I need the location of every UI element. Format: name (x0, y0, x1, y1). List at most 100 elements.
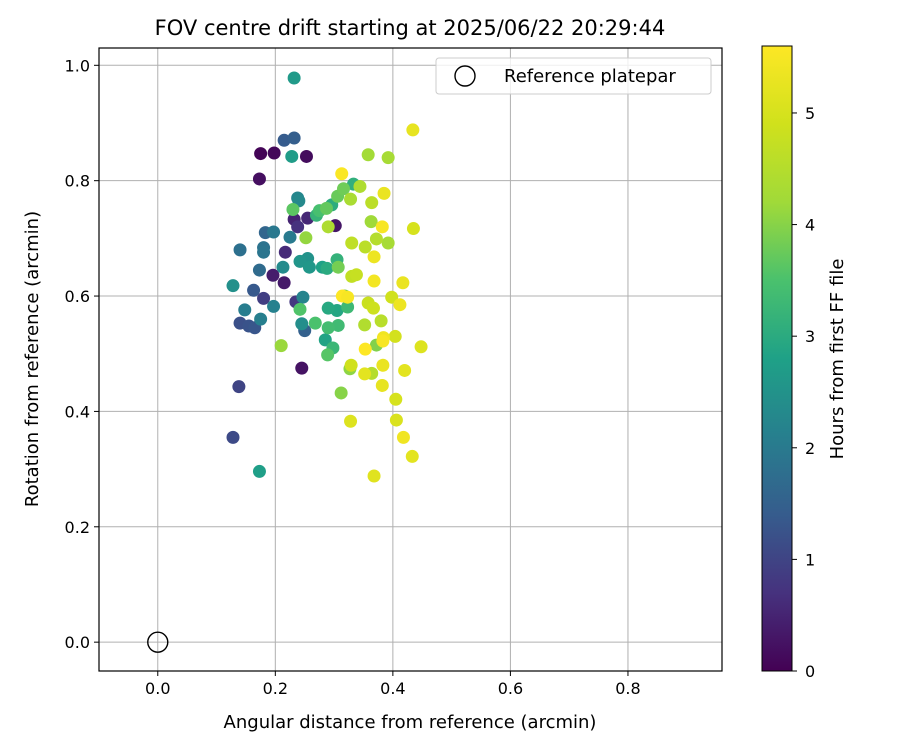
data-point (367, 250, 381, 264)
data-point (266, 268, 280, 282)
y-axis-ticks: 0.0 0.2 0.4 0.6 0.8 1.0 (65, 56, 99, 652)
data-point (375, 378, 389, 392)
y-tick-label: 1.0 (65, 56, 90, 75)
data-point (361, 148, 375, 162)
data-point (385, 290, 399, 304)
data-point (341, 300, 355, 314)
colorbar-tick-label: 0 (805, 662, 815, 681)
data-point (274, 339, 288, 353)
data-point (252, 263, 266, 277)
data-point (295, 317, 309, 331)
data-point (345, 236, 359, 250)
data-point (226, 430, 240, 444)
data-point (319, 201, 333, 215)
data-point (277, 133, 291, 147)
data-point (381, 236, 395, 250)
data-point (414, 340, 428, 354)
data-point (405, 449, 419, 463)
data-point (276, 260, 290, 274)
y-tick-label: 0.8 (65, 172, 90, 191)
data-point (299, 231, 313, 245)
data-point (353, 179, 367, 193)
data-point (358, 240, 372, 254)
data-point (293, 254, 307, 268)
data-point (321, 321, 335, 335)
x-tick-label: 0.0 (145, 679, 170, 698)
data-point (257, 245, 271, 259)
x-axis-ticks: 0.0 0.2 0.4 0.6 0.8 (145, 671, 641, 698)
x-tick-label: 0.6 (498, 679, 523, 698)
data-point (293, 302, 307, 316)
data-point (388, 329, 402, 343)
y-tick-label: 0.0 (65, 633, 90, 652)
data-point (254, 312, 268, 326)
y-axis-label: Rotation from reference (arcmin) (22, 211, 43, 507)
data-point (252, 464, 266, 478)
data-point (283, 230, 297, 244)
data-point (247, 283, 261, 297)
x-axis-label: Angular distance from reference (arcmin) (224, 712, 597, 733)
data-point (389, 413, 403, 427)
x-tick-label: 0.8 (615, 679, 640, 698)
data-point (267, 146, 281, 160)
data-point (375, 220, 389, 234)
colorbar-ticks: 0 1 2 3 4 5 (792, 104, 815, 681)
data-point (381, 151, 395, 165)
reference-marker (147, 631, 169, 653)
data-point (334, 386, 348, 400)
data-point (321, 301, 335, 315)
data-point (257, 291, 271, 305)
data-point (287, 71, 301, 85)
legend: Reference platepar (435, 57, 712, 95)
data-point (374, 314, 388, 328)
data-point (376, 334, 390, 348)
data-point (267, 225, 281, 239)
data-point (287, 131, 301, 145)
data-point (331, 318, 345, 332)
colorbar: 0 1 2 3 4 5 Hours from first FF file (761, 45, 848, 681)
data-point (285, 149, 299, 163)
colorbar-tick-label: 4 (805, 216, 815, 235)
data-point (406, 222, 420, 236)
legend-box (435, 57, 712, 95)
data-point (366, 301, 380, 315)
data-point (267, 299, 281, 313)
data-point (302, 260, 316, 274)
legend-marker-icon (454, 65, 476, 87)
data-point (367, 469, 381, 483)
data-point (286, 203, 300, 217)
data-point (278, 245, 292, 259)
data-point (344, 192, 358, 206)
data-point (232, 380, 246, 394)
data-point (377, 186, 391, 200)
data-point (369, 232, 383, 246)
data-point (336, 182, 350, 196)
reference-point-marker (147, 631, 169, 653)
data-point (318, 333, 332, 347)
data-point (295, 361, 309, 375)
data-point (308, 316, 322, 330)
data-point (358, 367, 372, 381)
y-tick-label: 0.4 (65, 402, 90, 421)
data-point (396, 430, 410, 444)
data-point (358, 342, 372, 356)
data-point (396, 276, 410, 290)
data-point (320, 261, 334, 275)
data-point (296, 290, 310, 304)
x-tick-label: 0.4 (380, 679, 405, 698)
colorbar-tick-label: 1 (805, 550, 815, 569)
data-point (238, 303, 252, 317)
plot-area-frame (98, 47, 723, 672)
data-point (344, 358, 358, 372)
colorbar-gradient (761, 45, 793, 672)
data-point (358, 318, 372, 332)
colorbar-label: Hours from first FF file (827, 259, 848, 460)
data-point (349, 268, 363, 282)
data-point (299, 149, 313, 163)
data-point (321, 348, 335, 362)
legend-label: Reference platepar (504, 66, 676, 87)
data-point (335, 167, 349, 181)
data-point (406, 123, 420, 137)
data-point (233, 243, 247, 257)
grid-lines (99, 48, 722, 671)
